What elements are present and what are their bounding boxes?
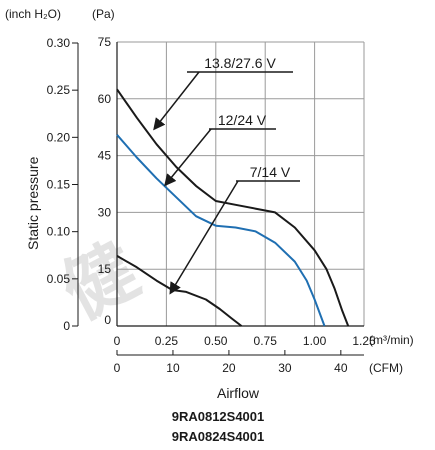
chart-series bbox=[116, 88, 350, 327]
annotation-arrow-2 bbox=[164, 128, 212, 187]
chart-ticks: 0 0.05 0.10 0.15 0.20 0.25 0.30 0 15 30 45 60 75 0 0.2… bbox=[47, 35, 376, 375]
chart-grid bbox=[116, 41, 365, 327]
x-unit-label: (m³/min) bbox=[369, 333, 414, 347]
y-tick-label: 75 bbox=[98, 35, 112, 49]
y2-tick-label: 0 bbox=[63, 319, 70, 333]
y-tick-label: 0 bbox=[104, 313, 111, 327]
y2-tick-label: 0.30 bbox=[47, 36, 71, 50]
y-tick-label: 30 bbox=[98, 205, 112, 219]
series-line-1 bbox=[116, 88, 350, 327]
x2-tick-label: 0 bbox=[114, 361, 121, 375]
x2-unit-label: (CFM) bbox=[369, 361, 403, 375]
y-unit-label: (Pa) bbox=[92, 7, 115, 21]
x-tick-label: 0 bbox=[114, 334, 121, 348]
x2-tick-label: 30 bbox=[278, 361, 292, 375]
annotation-arrow-3 bbox=[169, 180, 239, 295]
x-tick-label: 1.00 bbox=[303, 334, 327, 348]
annotation-arrow-1 bbox=[153, 71, 200, 131]
annotation-label-3: 7/14 V bbox=[250, 164, 291, 180]
chart-annotations: 13.8/27.6 V 12/24 V 7/14 V bbox=[153, 55, 300, 295]
x-tick-label: 0.75 bbox=[254, 334, 278, 348]
y2-tick-label: 0.15 bbox=[47, 177, 71, 191]
y-tick-label: 15 bbox=[98, 262, 112, 276]
y-tick-label: 60 bbox=[98, 92, 112, 106]
annotation-label-2: 12/24 V bbox=[218, 112, 267, 128]
y2-tick-label: 0.25 bbox=[47, 83, 71, 97]
y2-tick-label: 0.10 bbox=[47, 225, 71, 239]
x-tick-label: 1.25 bbox=[352, 334, 376, 348]
y2-unit-label: (inch H₂O) bbox=[5, 7, 61, 21]
series-line-3 bbox=[116, 255, 243, 327]
x-axis-title: Airflow bbox=[217, 385, 260, 401]
annotation-label-1: 13.8/27.6 V bbox=[204, 55, 276, 71]
x-tick-label: 0.25 bbox=[155, 334, 179, 348]
y2-tick-label: 0.05 bbox=[47, 272, 71, 286]
x2-tick-label: 20 bbox=[222, 361, 236, 375]
x2-tick-label: 10 bbox=[166, 361, 180, 375]
x2-tick-label: 40 bbox=[334, 361, 348, 375]
y-axis-title: Static pressure bbox=[25, 156, 41, 250]
model-number-1: 9RA0812S4001 bbox=[172, 409, 265, 424]
y-tick-label: 45 bbox=[98, 149, 112, 163]
series-line-2 bbox=[116, 134, 326, 327]
x-tick-label: 0.50 bbox=[204, 334, 228, 348]
y2-tick-label: 0.20 bbox=[47, 130, 71, 144]
model-number-2: 9RA0824S4001 bbox=[172, 429, 265, 444]
